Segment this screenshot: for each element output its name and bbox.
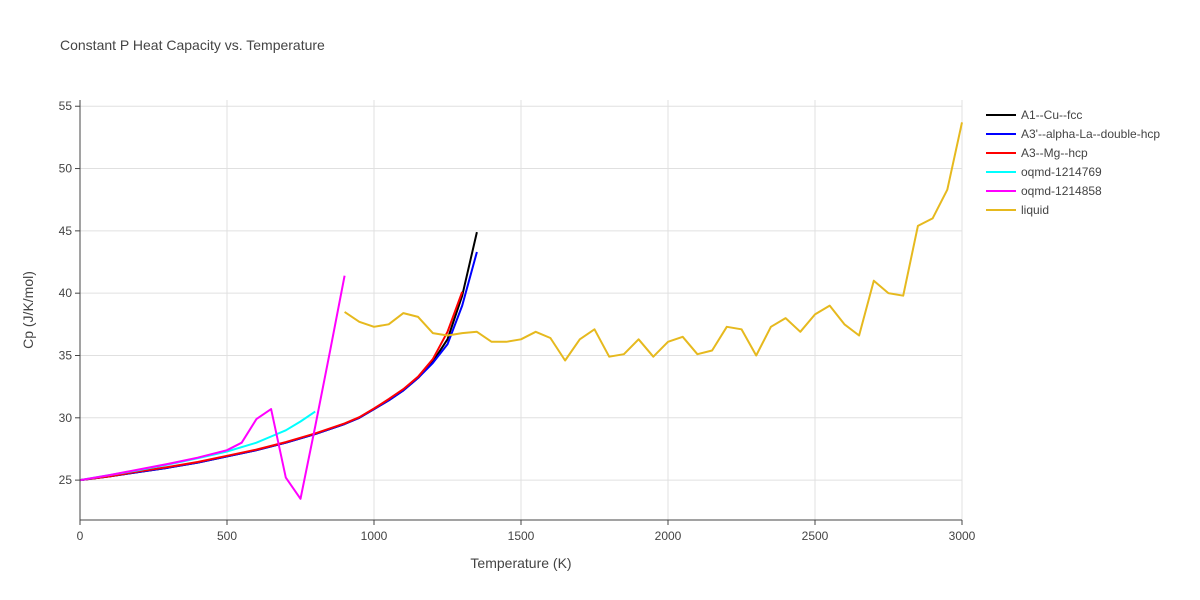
chart-title: Constant P Heat Capacity vs. Temperature: [60, 37, 325, 53]
x-tick-label: 2500: [802, 529, 829, 543]
x-axis-title: Temperature (K): [470, 555, 571, 571]
legend-item[interactable]: oqmd-1214858: [986, 184, 1102, 198]
series-line-5: [344, 122, 963, 362]
y-tick-label: 50: [59, 162, 73, 176]
legend-label: A3--Mg--hcp: [1021, 146, 1088, 160]
legend-item[interactable]: oqmd-1214769: [986, 165, 1102, 179]
legend-item[interactable]: A3'--alpha-La--double-hcp: [986, 127, 1160, 141]
legend-label: A3'--alpha-La--double-hcp: [1021, 127, 1160, 141]
x-tick-label: 1000: [361, 529, 388, 543]
y-tick-label: 30: [59, 411, 73, 425]
legend-item[interactable]: A3--Mg--hcp: [986, 146, 1088, 160]
x-tick-label: 500: [217, 529, 237, 543]
y-tick-label: 45: [59, 224, 73, 238]
x-tick-label: 0: [77, 529, 84, 543]
x-tick-label: 3000: [949, 529, 976, 543]
x-ticks: 0 500 1000 1500 2000 2500 3000: [77, 520, 976, 543]
plot-area: [79, 122, 963, 500]
y-ticks: 25 30 35 40 45 50 55: [59, 99, 80, 487]
y-tick-label: 35: [59, 348, 73, 362]
x-tick-label: 2000: [655, 529, 682, 543]
legend-label: A1--Cu--fcc: [1021, 108, 1082, 122]
y-tick-label: 25: [59, 473, 73, 487]
legend-item[interactable]: A1--Cu--fcc: [986, 108, 1082, 122]
legend-label: oqmd-1214769: [1021, 165, 1102, 179]
series-line-4: [79, 275, 346, 500]
grid: [80, 100, 963, 520]
y-axis-title: Cp (J/K/mol): [20, 271, 36, 349]
series-line-2: [79, 291, 464, 482]
legend-label: oqmd-1214858: [1021, 184, 1102, 198]
y-tick-label: 40: [59, 286, 73, 300]
legend-item[interactable]: liquid: [986, 203, 1049, 217]
legend: A1--Cu--fcc A3'--alpha-La--double-hcp A3--…: [986, 108, 1160, 217]
y-tick-label: 55: [59, 99, 73, 113]
legend-label: liquid: [1021, 203, 1049, 217]
x-tick-label: 1500: [508, 529, 535, 543]
